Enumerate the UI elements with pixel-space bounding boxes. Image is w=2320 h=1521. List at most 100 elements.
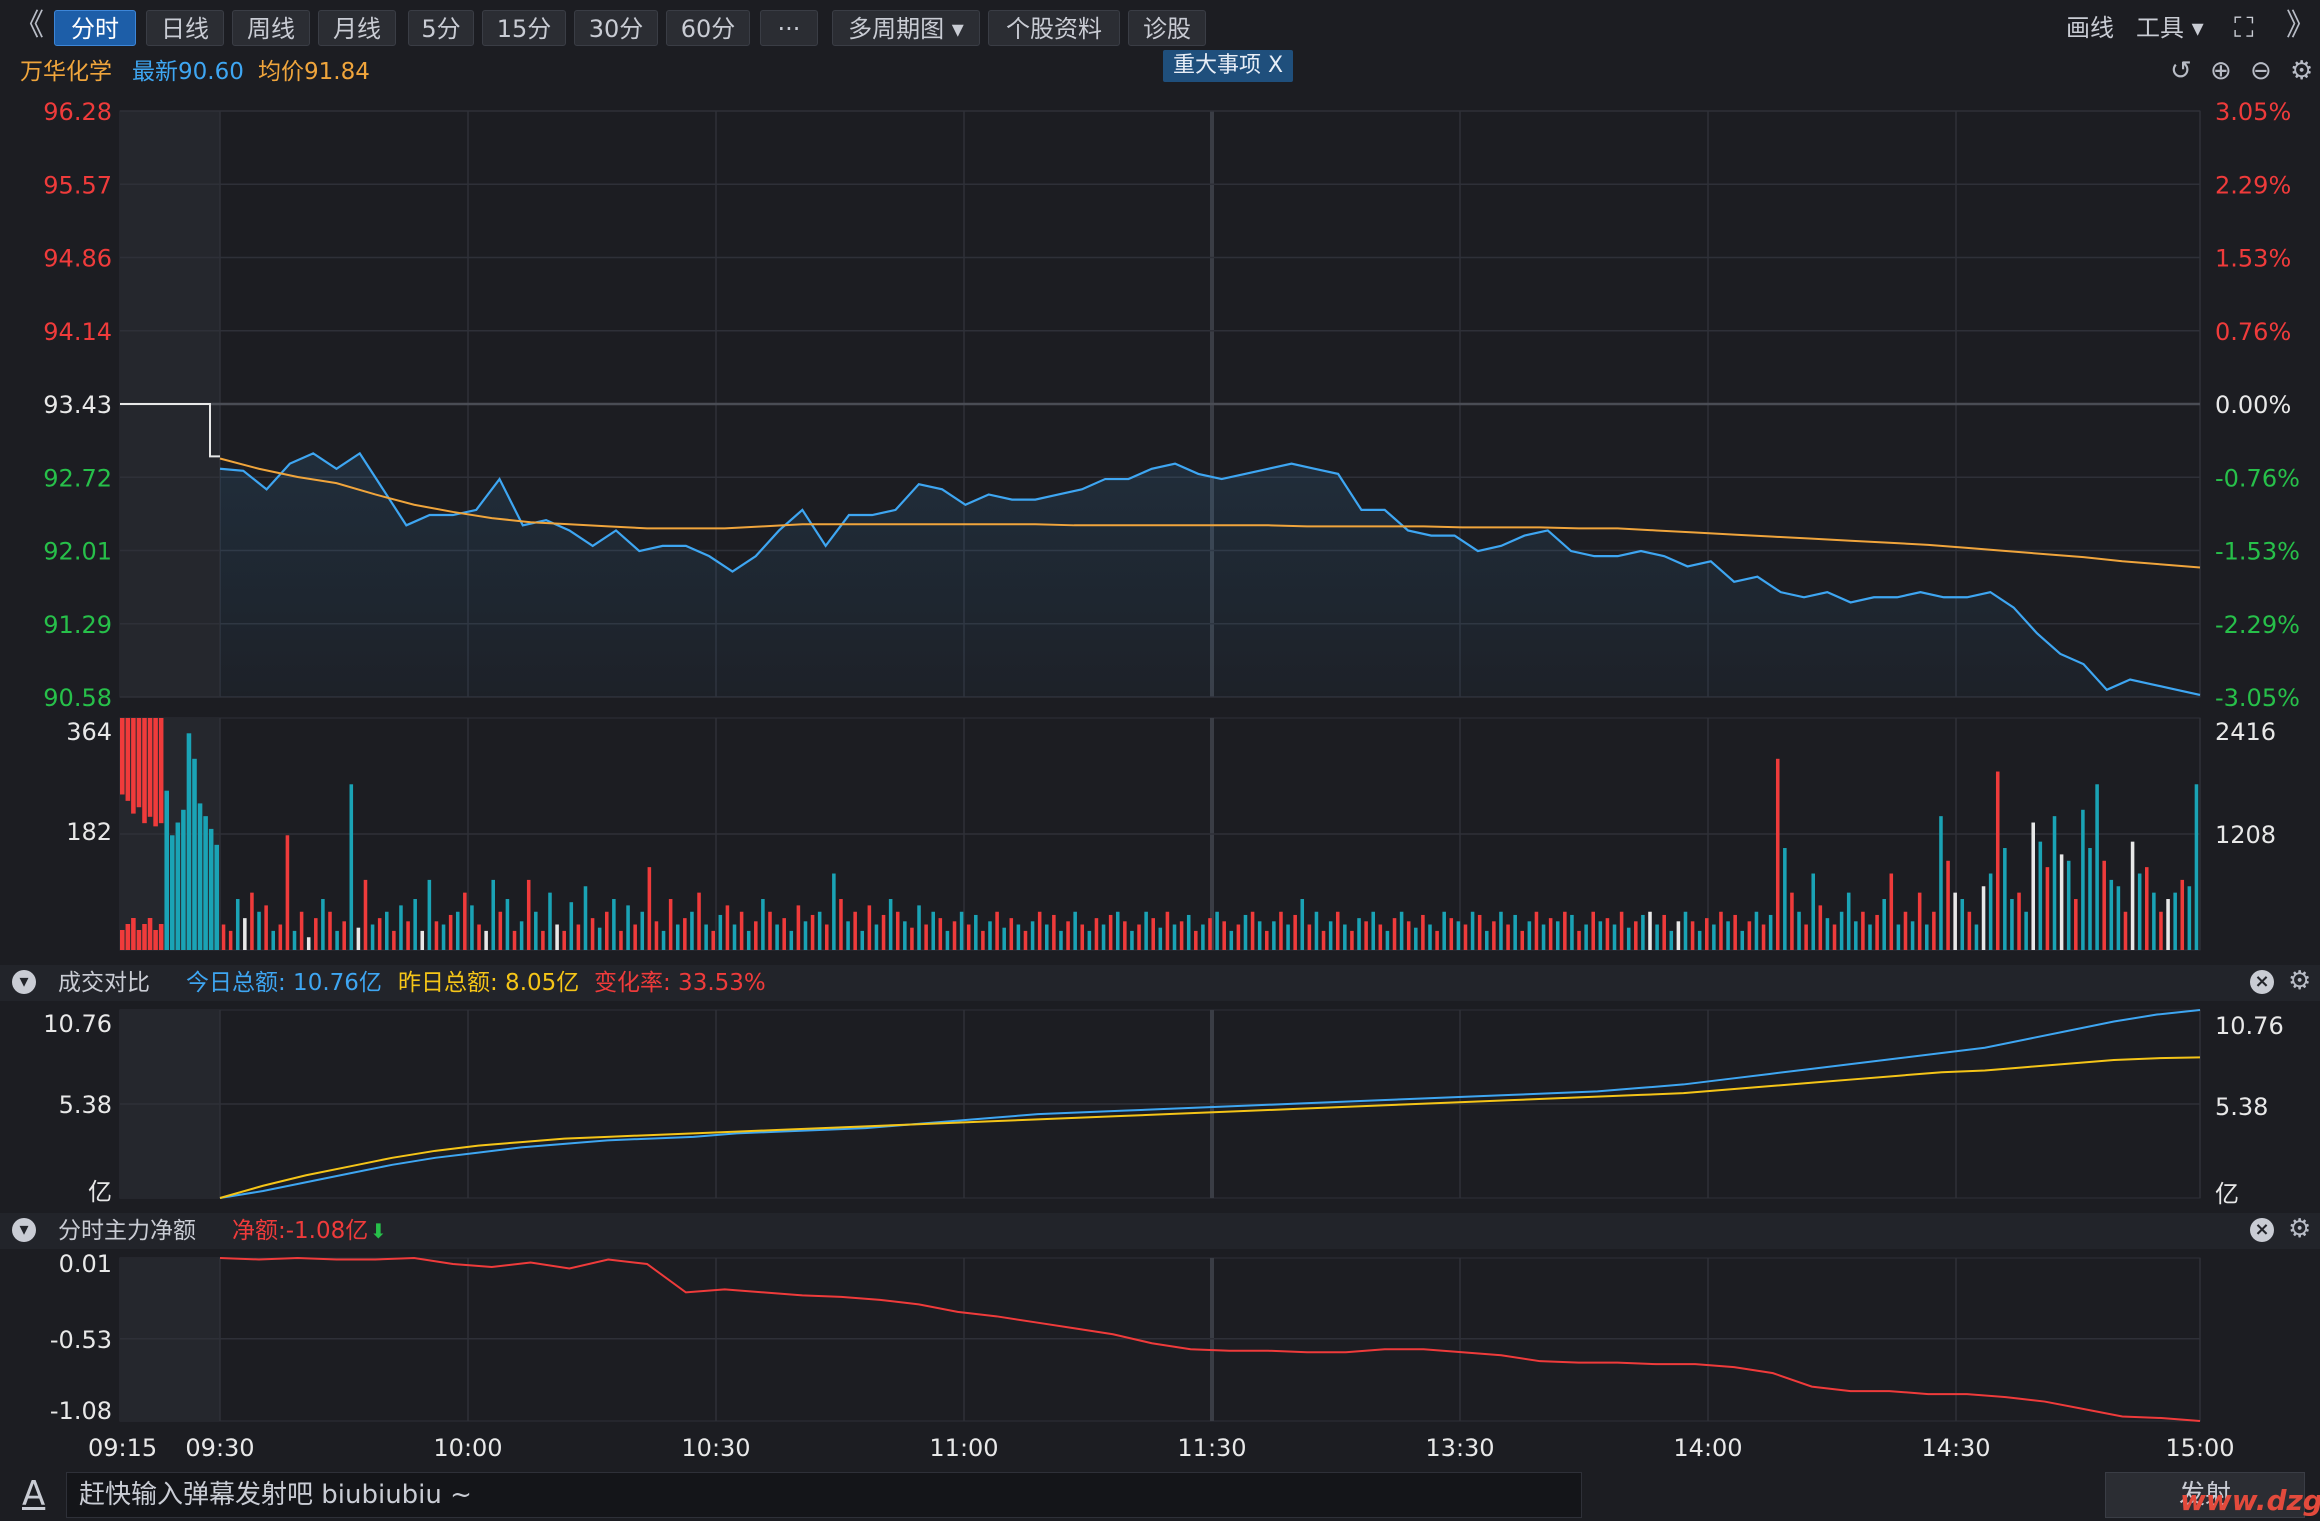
volume-bar-198 [1626, 927, 1631, 950]
volume-bar-13 [314, 918, 318, 950]
mainforce-net-value: 净额:-1.08亿 [232, 1218, 369, 1244]
mainforce-settings-icon[interactable]: ⚙ [2288, 1214, 2312, 1244]
volume-bar-249 [1988, 873, 1993, 950]
down-arrow-icon: ⬇ [370, 1219, 387, 1243]
mainforce-panel-header: ▾ 分时主力净额 净额:-1.08亿 ⬇ × ⚙ [0, 1213, 2320, 1249]
today-turnover-line [219, 1009, 2201, 1199]
turnover-settings-icon[interactable]: ⚙ [2288, 966, 2312, 996]
collapse-left-icon[interactable]: 《 [14, 8, 44, 43]
collapse-turnover-icon[interactable]: ▾ [12, 970, 36, 994]
volume-bar-278 [2194, 784, 2199, 950]
volume-bar-25 [399, 905, 403, 950]
preopen-line [120, 403, 220, 458]
volume-bar-257 [2045, 867, 2050, 950]
volume-bar-21 [370, 924, 375, 950]
undo-icon[interactable]: ↺ [2170, 56, 2192, 86]
settings-icon[interactable]: ⚙ [2290, 56, 2314, 86]
period-tab-10[interactable]: 个股资料 [988, 10, 1120, 46]
period-tab-4[interactable]: 5分 [408, 10, 474, 46]
volume-bar-238 [1910, 921, 1915, 950]
turnover-panel-header: ▾ 成交对比 今日总额: 10.76亿 昨日总额: 8.05亿 变化率: 33.… [0, 965, 2320, 1001]
volume-bar-267 [2116, 886, 2121, 950]
time-label-2: 10:00 [433, 1434, 502, 1462]
collapse-right-icon[interactable]: 》 [2286, 8, 2316, 43]
volume-bar-100 [931, 911, 935, 950]
collapse-mainforce-icon[interactable]: ▾ [12, 1218, 36, 1242]
volume-bar-246 [1967, 911, 1972, 950]
volume-bar-111 [1009, 918, 1014, 950]
volume-bar-256 [2038, 841, 2043, 950]
volume-bar-18 [349, 784, 354, 950]
volume-bar-60 [647, 867, 652, 950]
volume-bar-192 [1584, 924, 1588, 950]
volume-bar-166 [1399, 911, 1404, 950]
close-mainforce-icon[interactable]: × [2250, 1218, 2274, 1242]
fullscreen-icon[interactable]: ⛶ [2234, 11, 2254, 44]
volume-bar-1 [228, 930, 233, 950]
volume-bar-266 [2109, 879, 2114, 950]
draw-line-button[interactable]: 画线 [2066, 14, 2114, 42]
volume-bar-43 [526, 879, 531, 950]
volume-bar-203 [1662, 914, 1666, 950]
auction-bar-1 [125, 718, 131, 801]
volume-bar-132 [1158, 927, 1163, 950]
close-turnover-icon[interactable]: × [2250, 970, 2274, 994]
period-tab-1[interactable]: 日线 [146, 10, 224, 46]
volume-bar-105 [966, 924, 971, 950]
danmu-input[interactable]: 赶快输入弹幕发射吧 biubiubiu ~ [66, 1472, 1582, 1518]
zoom-out-icon[interactable]: ⊖ [2250, 56, 2272, 86]
volume-bar-70 [718, 914, 723, 950]
volume-bar-212 [1726, 921, 1730, 950]
volume-bar-234 [1882, 899, 1886, 950]
period-tab-9[interactable]: 多周期图 ▾ [832, 10, 980, 46]
volume-bar-191 [1577, 930, 1581, 950]
volume-bar-76 [761, 899, 765, 950]
volume-bar-20 [363, 879, 368, 950]
volume-bar-223 [1804, 924, 1808, 950]
volume-bar-42 [519, 921, 524, 950]
volume-bar-183 [1520, 930, 1525, 950]
volume-bar-31 [441, 924, 446, 950]
yesterday-total: 昨日总额: 8.05亿 [398, 970, 580, 996]
volume-bar-276 [2180, 879, 2185, 950]
period-tab-0[interactable]: 分时 [54, 10, 136, 46]
zoom-in-icon[interactable]: ⊕ [2210, 56, 2232, 86]
volume-bar-36 [477, 924, 481, 950]
period-tab-11[interactable]: 诊股 [1128, 10, 1206, 46]
volume-bar-176 [1470, 911, 1475, 950]
watermark: www.dzgp.net [2180, 1484, 2320, 1517]
period-tab-3[interactable]: 月线 [318, 10, 396, 46]
volume-bar-240 [1925, 924, 1929, 950]
volume-axis-left-0: 364 [66, 718, 112, 746]
price-axis-right-8: -3.05% [2215, 684, 2300, 712]
major-event-tag[interactable]: 重大事项 X [1163, 50, 1294, 82]
period-tab-2[interactable]: 周线 [232, 10, 310, 46]
volume-bar-236 [1896, 924, 1901, 950]
volume-bar-66 [690, 911, 694, 950]
volume-bar-8 [278, 924, 283, 950]
period-tab-5[interactable]: 15分 [482, 10, 566, 46]
auction-bar-base-7 [158, 924, 164, 950]
send-button[interactable]: 发射 [2105, 1472, 2305, 1518]
volume-bar-196 [1612, 924, 1617, 950]
volume-axis-left-1: 182 [66, 818, 112, 846]
volume-bar-14 [321, 899, 325, 950]
volume-bar-265 [2102, 860, 2106, 950]
tools-menu[interactable]: 工具 ▾ [2136, 14, 2204, 42]
volume-bar-142 [1229, 930, 1234, 950]
period-tab-7[interactable]: 60分 [666, 10, 750, 46]
volume-bar-271 [2145, 867, 2149, 950]
font-style-icon[interactable]: A [22, 1474, 46, 1514]
volume-bar-263 [2088, 848, 2092, 950]
mainforce-axis-left-0: 0.01 [59, 1250, 112, 1278]
volume-bar-222 [1797, 911, 1801, 950]
volume-bar-122 [1087, 930, 1092, 950]
turnover-axis-right-2: 亿 [2215, 1180, 2239, 1208]
period-tab-8[interactable]: ··· [760, 10, 818, 46]
volume-bar-158 [1343, 924, 1347, 950]
volume-bar-7 [271, 930, 275, 950]
volume-bar-179 [1492, 921, 1496, 950]
volume-bar-277 [2187, 886, 2192, 950]
period-tab-6[interactable]: 30分 [574, 10, 658, 46]
price-axis-left-6: 92.01 [43, 538, 112, 566]
